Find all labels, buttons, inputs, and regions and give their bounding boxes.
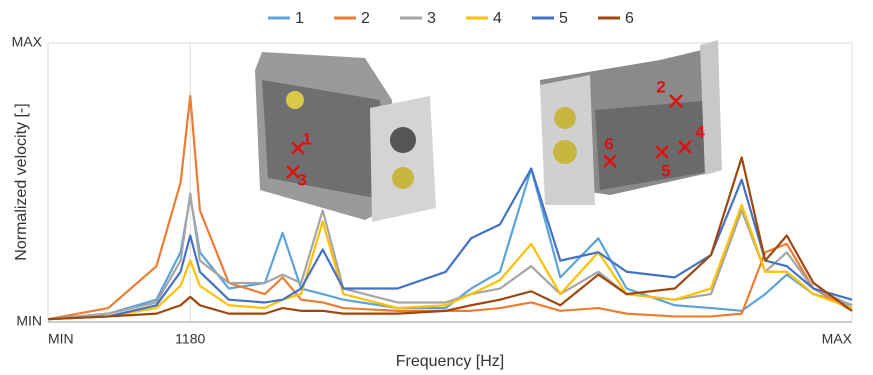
housing-left — [255, 52, 436, 222]
annotation: 3 — [297, 170, 306, 189]
x-axis-label: Frequency [Hz] — [396, 353, 504, 370]
x-tick-label: MIN — [48, 331, 74, 347]
legend-label: 5 — [559, 10, 568, 27]
annotation: 6 — [604, 134, 613, 153]
series-line — [48, 194, 852, 320]
annotation: 4 — [695, 122, 705, 141]
x-tick-label: 1180 — [175, 331, 205, 347]
annotation: 2 — [656, 77, 665, 96]
annotation: 1 — [302, 129, 311, 148]
legend-label: 3 — [427, 10, 436, 27]
legend-label: 4 — [493, 10, 502, 27]
y-tick-label: MAX — [12, 34, 43, 50]
y-tick-label: MIN — [16, 313, 42, 329]
legend-label: 2 — [361, 10, 370, 27]
y-axis-label: Normalized velocity [-] — [13, 103, 30, 260]
chart: Normalized velocity [-] Frequency [Hz] M… — [0, 0, 873, 375]
legend-label: 1 — [295, 10, 304, 27]
x-tick-label: MAX — [822, 331, 853, 347]
housing-photos — [255, 40, 722, 222]
legend-label: 6 — [625, 10, 634, 27]
annotation: 5 — [661, 161, 670, 180]
